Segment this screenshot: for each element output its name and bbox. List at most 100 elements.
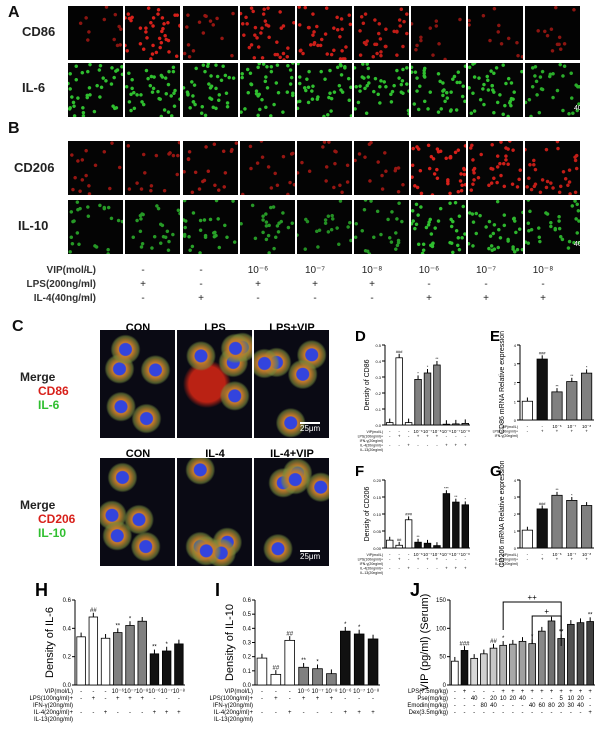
condition-value: - bbox=[398, 552, 400, 557]
condition-value: + bbox=[588, 689, 592, 695]
condition-value: + bbox=[104, 710, 108, 716]
condition-value: - bbox=[417, 566, 419, 571]
condition-value: 40 bbox=[471, 696, 478, 702]
y-tick-label: 0.5 bbox=[243, 612, 252, 618]
condition-label: LPS(100ng/ml)+ IFN-γ(20ng/ml) bbox=[493, 430, 518, 439]
condition-value: - bbox=[473, 710, 475, 716]
significance-label: ** bbox=[435, 356, 439, 361]
condition-value: - bbox=[141, 710, 143, 716]
condition-value: - bbox=[580, 710, 582, 716]
significance-label: * bbox=[358, 625, 361, 631]
significance-label: ### bbox=[459, 641, 470, 647]
condition-value: - bbox=[275, 710, 277, 716]
significance-label: ** bbox=[555, 487, 559, 492]
condition-value: - bbox=[92, 689, 94, 695]
bar bbox=[489, 647, 498, 686]
micrograph bbox=[183, 63, 238, 117]
condition-value: - bbox=[527, 424, 529, 429]
chart-I: I Density of IL-10 0.0 0.1 0.2 0.3 0.4 0.5 0.6 ##… bbox=[209, 580, 380, 723]
condition-value: - bbox=[464, 696, 466, 702]
treatment-value: + bbox=[369, 279, 375, 290]
treatment-value: + bbox=[426, 293, 432, 304]
condition-value: 10⁻⁷ bbox=[311, 688, 323, 695]
row-label-cd206: CD206 bbox=[14, 160, 55, 175]
condition-value: - bbox=[436, 443, 438, 448]
condition-label: VIP(mol/L) bbox=[501, 425, 518, 429]
condition-value: - bbox=[436, 566, 438, 571]
treatment-value: - bbox=[199, 279, 203, 290]
condition-value: + bbox=[357, 710, 361, 716]
y-tick-label: 4 bbox=[514, 478, 517, 483]
condition-value: - bbox=[389, 443, 391, 448]
condition-value: 10⁻⁶ bbox=[442, 429, 451, 434]
condition-value: + bbox=[344, 710, 348, 716]
treatment-value: + bbox=[483, 293, 489, 304]
legend-marker2: IL-6 bbox=[38, 398, 60, 412]
condition-value: - bbox=[261, 689, 263, 695]
y-tick-label: 0.20 bbox=[373, 478, 382, 483]
condition-value: - bbox=[454, 703, 456, 709]
bar bbox=[442, 423, 451, 426]
micrograph bbox=[297, 200, 352, 254]
condition-value: - bbox=[80, 710, 82, 716]
condition-value: 5 bbox=[559, 696, 563, 702]
condition-value: - bbox=[275, 689, 277, 695]
micrograph bbox=[525, 63, 580, 117]
significance-label: *** bbox=[444, 486, 449, 491]
bar bbox=[423, 372, 432, 426]
bar bbox=[284, 639, 295, 686]
y-tick-label: 0.05 bbox=[373, 529, 382, 534]
condition-label: LPS(100ng/ml)+ IFN-γ(20ng/ml) bbox=[209, 696, 253, 709]
micrograph bbox=[468, 200, 523, 254]
micrograph bbox=[468, 6, 523, 60]
condition-value: 10⁻⁷ bbox=[567, 552, 576, 557]
y-tick-label: 0.3 bbox=[243, 641, 252, 647]
y-tick-label: 0.1 bbox=[375, 407, 381, 412]
condition-value: - bbox=[527, 552, 529, 557]
bar bbox=[538, 630, 546, 686]
condition-value: - bbox=[317, 710, 319, 716]
panel-label: D bbox=[355, 328, 366, 345]
micrograph bbox=[354, 200, 409, 254]
row-label-il6: IL-6 bbox=[22, 80, 46, 95]
micrograph bbox=[125, 6, 180, 60]
y-tick-label: 50 bbox=[439, 655, 446, 661]
condition-value: - bbox=[129, 710, 131, 716]
condition-value: 10⁻⁸ bbox=[461, 429, 470, 434]
bar bbox=[270, 673, 282, 686]
condition-label: Pse(mg/kg) bbox=[417, 696, 448, 702]
condition-value: - bbox=[80, 689, 82, 695]
condition-value: 10⁻⁷ bbox=[353, 688, 365, 695]
image-title: CON bbox=[125, 448, 151, 460]
image-title: IL-4+VIP bbox=[270, 448, 314, 460]
significance-label: * bbox=[165, 642, 168, 648]
condition-value: + bbox=[541, 429, 544, 434]
condition-value: 20 bbox=[558, 703, 565, 709]
significance-label: ** bbox=[301, 658, 306, 664]
treatment-value: - bbox=[313, 293, 317, 304]
treatment-value: - bbox=[199, 265, 203, 276]
condition-value: - bbox=[455, 434, 457, 439]
condition-value: - bbox=[502, 703, 504, 709]
treatment-value: 10⁻⁷ bbox=[304, 265, 326, 276]
y-axis-label: VIP (pg/ml) (Serum) bbox=[419, 594, 431, 692]
condition-value: + bbox=[316, 696, 320, 702]
condition-value: + bbox=[501, 689, 505, 695]
micrograph bbox=[411, 141, 466, 195]
treatment-value: - bbox=[370, 293, 374, 304]
condition-value: - bbox=[358, 696, 360, 702]
y-tick-label: 4 bbox=[514, 343, 517, 348]
bar bbox=[461, 504, 469, 549]
treatment-value: 10⁻⁷ bbox=[475, 265, 497, 276]
condition-value: - bbox=[303, 710, 305, 716]
treatment-value: + bbox=[255, 279, 261, 290]
legend-marker2: IL-10 bbox=[38, 526, 67, 540]
row-label-cd86: CD86 bbox=[22, 24, 56, 39]
condition-value: + bbox=[426, 557, 429, 562]
condition-value: 10⁻⁶ bbox=[297, 688, 310, 695]
condition-value: + bbox=[511, 689, 515, 695]
bracket-label: ++ bbox=[527, 593, 537, 602]
legend-merge: Merge bbox=[20, 498, 56, 512]
condition-value: 10⁻⁸ bbox=[582, 424, 591, 429]
